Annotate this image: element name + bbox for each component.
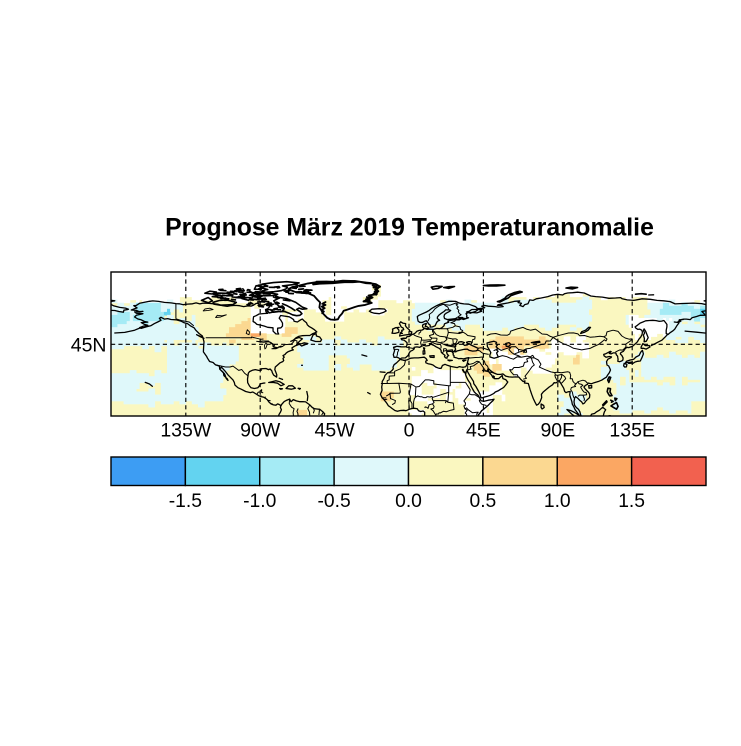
svg-text:1.5: 1.5: [618, 491, 645, 512]
svg-text:135E: 135E: [609, 420, 655, 442]
svg-text:-1.5: -1.5: [169, 491, 202, 512]
svg-text:90E: 90E: [540, 420, 575, 442]
svg-text:-1.0: -1.0: [243, 491, 276, 512]
svg-text:45E: 45E: [466, 420, 501, 442]
svg-text:0.0: 0.0: [395, 491, 422, 512]
svg-text:135W: 135W: [160, 420, 212, 442]
svg-text:Prognose März 2019 Temperatura: Prognose März 2019 Temperaturanomalie: [165, 214, 654, 241]
svg-text:-0.5: -0.5: [318, 491, 351, 512]
svg-text:45N: 45N: [71, 334, 107, 356]
svg-text:1.0: 1.0: [544, 491, 571, 512]
svg-text:0: 0: [404, 420, 415, 442]
svg-text:0.5: 0.5: [469, 491, 496, 512]
svg-text:45W: 45W: [315, 420, 356, 442]
svg-text:90W: 90W: [240, 420, 281, 442]
